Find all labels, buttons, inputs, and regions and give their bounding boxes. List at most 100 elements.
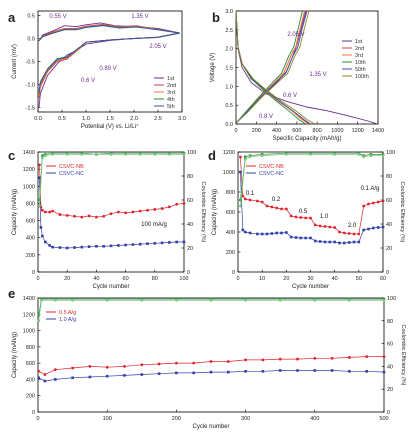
x-tick-label: 10 (259, 276, 265, 282)
data-point (38, 198, 41, 202)
data-point (352, 240, 356, 244)
data-point (175, 202, 179, 206)
data-point (65, 214, 69, 217)
data-point (309, 153, 312, 156)
data-point (313, 223, 317, 227)
y-tick-label: 1400 (23, 296, 35, 302)
data-point (248, 231, 252, 235)
x-tick-label: 500 (379, 416, 388, 422)
data-point (209, 298, 213, 302)
series-line (235, 10, 306, 124)
data-point (243, 157, 247, 161)
y-tick-label: 800 (226, 190, 235, 196)
panel-b: b 0 200 400 600 800 1000 1200 1400 0.0 0.5 1.0 1.5 2.… (210, 9, 384, 142)
data-point (376, 226, 380, 229)
data-point (270, 232, 274, 235)
data-point (37, 319, 41, 323)
data-point (192, 371, 195, 375)
data-point (309, 236, 312, 240)
data-point (58, 213, 62, 216)
data-point (102, 214, 106, 218)
y-tick-label: 400 (26, 236, 35, 242)
x-tick-label: 100 (103, 416, 112, 422)
series-csvc-nb (38, 163, 186, 219)
data-point (153, 208, 157, 211)
data-point (313, 356, 317, 360)
data-point (284, 153, 288, 156)
x-tick-label: 40 (93, 276, 99, 282)
data-point (168, 153, 171, 156)
data-point (40, 156, 44, 160)
data-point (140, 298, 144, 302)
data-point (328, 225, 332, 229)
data-point (260, 154, 264, 158)
data-point (241, 194, 245, 198)
data-point (109, 244, 113, 248)
y2-tick-label: 60 (187, 198, 193, 204)
data-point (278, 298, 282, 302)
data-point (124, 153, 127, 156)
data-point (73, 246, 76, 249)
annotation-a: 0.55 V (49, 14, 66, 20)
y-tick-label: 800 (26, 345, 35, 351)
y-tick-label: 600 (26, 219, 35, 225)
data-point (314, 239, 317, 243)
y2-tick-label: 100 (386, 150, 395, 156)
x-tick-label: 200 (252, 128, 261, 134)
x-tick-label: 20 (64, 276, 70, 282)
y-tick-label: -1.0 (26, 82, 35, 88)
data-point (365, 355, 369, 359)
annotation-d: 2.0 (348, 223, 357, 229)
x-tick-label: 3.0 (178, 116, 186, 122)
data-point (296, 369, 299, 372)
x-tick-label: 30 (307, 276, 313, 282)
data-point (140, 373, 144, 376)
data-point (109, 153, 113, 156)
y2-tick-label: 80 (187, 174, 193, 180)
x-tick-label: 1000 (331, 128, 343, 134)
data-point (260, 200, 264, 204)
data-point (289, 235, 293, 239)
x-axis-label: Specific Capacity (mAh/g) (272, 136, 341, 142)
data-point (37, 369, 41, 373)
data-point (37, 376, 40, 380)
y-tick-label: -0.5 (26, 60, 35, 66)
data-point (123, 374, 126, 377)
data-point (239, 170, 242, 174)
series-csvc-nc (38, 176, 186, 250)
legend-label: CSVC-NC (259, 171, 284, 177)
x-tick-label: 0.0 (34, 116, 42, 122)
data-point (157, 372, 161, 376)
y-tick-label: 0.5 (27, 14, 35, 20)
data-point (102, 244, 105, 248)
data-point (39, 226, 43, 229)
data-point (153, 241, 157, 245)
data-point (333, 240, 336, 244)
y-tick-label: 400 (226, 230, 235, 236)
legend-label: CSVC-NC (59, 171, 84, 177)
y2-tick-label: 0 (187, 270, 190, 276)
y-tick-label: 400 (26, 377, 35, 383)
data-point (348, 356, 351, 359)
x-tick-label: 300 (241, 416, 250, 422)
x-tick-label: 1200 (352, 128, 364, 134)
data-point (365, 369, 368, 373)
series-10th (235, 10, 306, 124)
data-point (109, 212, 113, 216)
data-point (244, 369, 247, 373)
x-axis-label: Cycle number (92, 284, 129, 290)
data-point (168, 241, 171, 244)
data-point (87, 245, 91, 249)
data-point (357, 153, 361, 156)
data-point (367, 227, 370, 231)
data-point (248, 198, 252, 202)
x-tick-label: 400 (272, 128, 281, 134)
data-point (43, 379, 47, 383)
data-point (146, 208, 149, 212)
data-point (243, 155, 247, 159)
data-point (239, 204, 242, 208)
data-point (348, 298, 351, 302)
series-line (235, 10, 305, 124)
data-point (80, 215, 84, 219)
data-point (382, 298, 386, 302)
